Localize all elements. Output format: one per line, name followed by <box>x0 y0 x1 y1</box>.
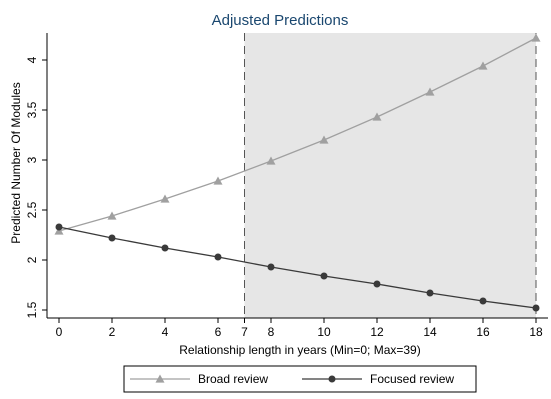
data-point <box>267 263 275 271</box>
x-tick-label: 16 <box>476 325 490 339</box>
data-point <box>531 33 541 42</box>
y-tick-label: 3 <box>25 156 39 163</box>
series-line <box>58 226 537 309</box>
y-tick-label: 2 <box>25 256 39 263</box>
data-point <box>55 223 63 231</box>
x-axis-label: Relationship length in years (Min=0; Max… <box>179 343 420 357</box>
data-point <box>478 61 488 70</box>
data-point <box>108 234 116 242</box>
data-point <box>532 304 540 312</box>
series-line <box>58 37 537 232</box>
legend-marker <box>155 374 165 383</box>
x-tick-label: 4 <box>162 325 169 339</box>
x-tick-label: 6 <box>215 325 222 339</box>
x-tick-label: 2 <box>109 325 116 339</box>
data-point <box>319 135 329 144</box>
y-axis-label: Predicted Number Of Modules <box>9 82 23 243</box>
data-point <box>214 253 222 261</box>
chart-title: Adjusted Predictions <box>212 12 349 29</box>
data-point <box>426 289 434 297</box>
data-point <box>107 211 117 220</box>
x-tick-label: 0 <box>56 325 63 339</box>
plot-area: 1.5 2 2.5 3 3.5 4 0 2 4 6 7 8 10 12 14 16 18 <box>25 33 548 339</box>
legend-label: Broad review <box>198 372 268 386</box>
data-point <box>425 87 435 96</box>
x-tick-label: 18 <box>529 325 543 339</box>
y-tick-label: 3.5 <box>25 101 39 118</box>
y-tick-label: 1.5 <box>25 301 39 318</box>
shaded-region <box>244 33 536 318</box>
data-point <box>160 194 170 203</box>
data-point <box>320 272 328 280</box>
data-point <box>479 297 487 305</box>
data-point <box>266 156 276 165</box>
legend-label: Focused review <box>370 372 454 386</box>
data-point <box>213 176 223 185</box>
x-tick-label: 14 <box>423 325 437 339</box>
x-tick-label: 7 <box>241 325 248 339</box>
x-tick-label: 8 <box>268 325 275 339</box>
y-tick-label: 4 <box>25 56 39 63</box>
x-tick-label: 10 <box>317 325 331 339</box>
legend: Broad review Focused review <box>123 365 477 393</box>
data-point <box>373 280 381 288</box>
legend-marker <box>328 375 336 383</box>
data-point <box>161 244 169 252</box>
data-point <box>372 112 382 121</box>
x-tick-label: 12 <box>370 325 384 339</box>
data-point <box>54 226 64 235</box>
y-tick-label: 2.5 <box>25 201 39 218</box>
